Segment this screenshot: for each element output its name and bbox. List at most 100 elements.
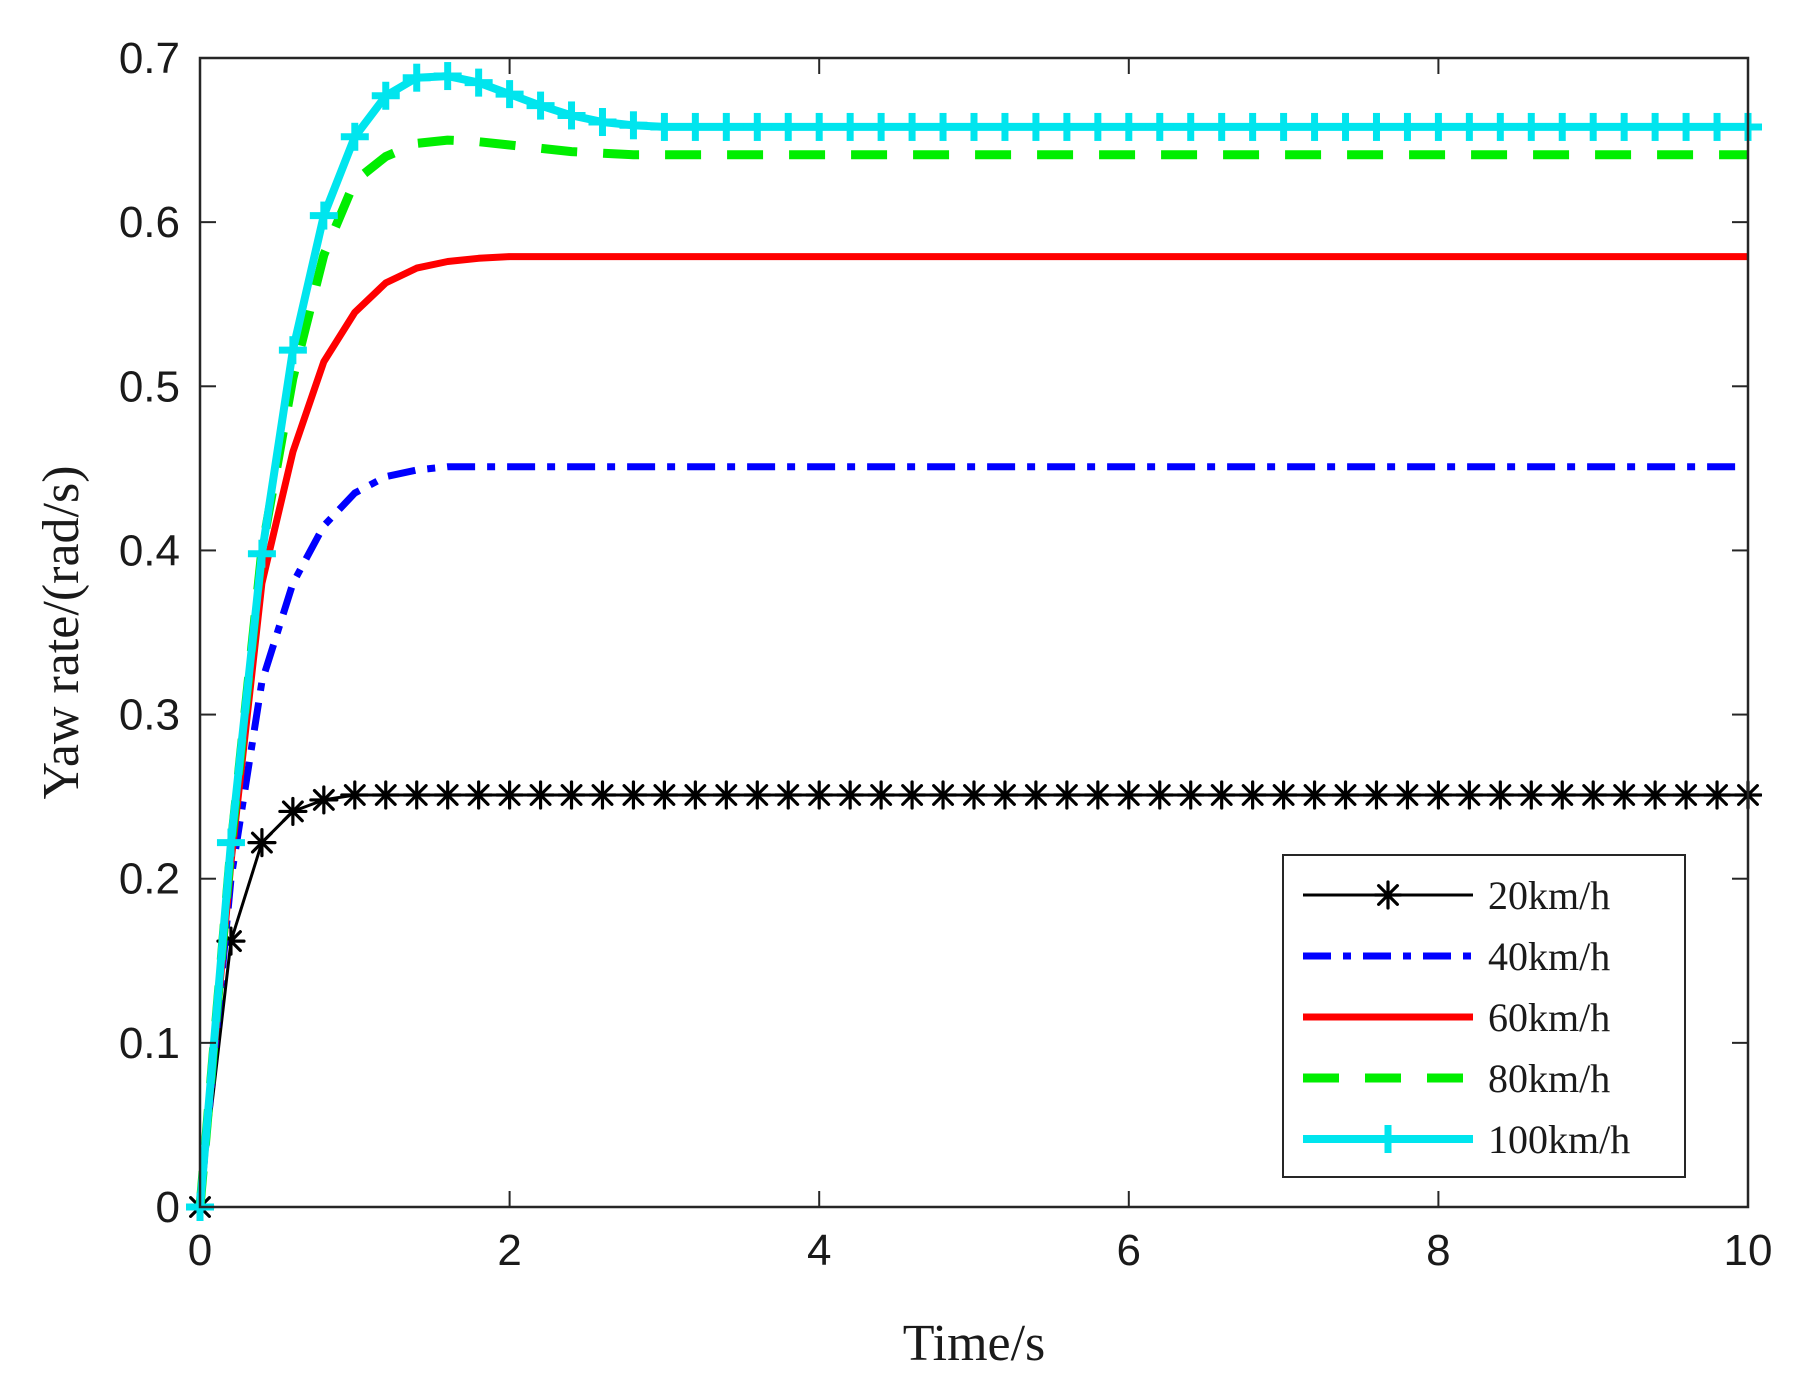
data-point-20kmh: [711, 780, 741, 810]
ticks-layer: 0 2 4 6 8 10 0 0.1 0.2 0.3 0.4 0.5 0.6 0.7: [119, 34, 1773, 1275]
data-point-100kmh: [216, 828, 245, 857]
data-point-20kmh: [525, 780, 556, 810]
data-point-100kmh: [1424, 112, 1453, 141]
data-point-20kmh: [928, 780, 958, 810]
data-point-100kmh: [247, 539, 276, 568]
data-point-20kmh: [1083, 780, 1113, 810]
data-point-20kmh: [1547, 780, 1577, 810]
data-point-100kmh: [526, 91, 555, 120]
x-tick-label: 10: [1724, 1226, 1773, 1275]
data-point-100kmh: [743, 112, 772, 141]
legend-item-20kmh: 20km/h: [1303, 873, 1610, 918]
legend-label: 20km/h: [1488, 873, 1610, 918]
series-layer: [186, 62, 1762, 1221]
data-point-100kmh: [1672, 112, 1701, 141]
data-point-20kmh: [959, 780, 989, 810]
data-point-20kmh: [897, 780, 927, 810]
data-point-20kmh: [1516, 780, 1546, 810]
data-point-100kmh: [681, 112, 710, 141]
y-tick-label: 0.3: [119, 691, 180, 740]
data-point-100kmh: [1486, 112, 1515, 141]
data-point-20kmh: [1176, 780, 1206, 810]
data-point-100kmh: [836, 112, 865, 141]
data-point-100kmh: [464, 68, 493, 97]
data-point-100kmh: [898, 112, 927, 141]
data-point-100kmh: [1021, 112, 1050, 141]
data-point-100kmh: [588, 108, 617, 137]
data-point-100kmh: [433, 62, 462, 91]
data-point-100kmh: [1207, 112, 1236, 141]
data-point-20kmh: [649, 780, 680, 810]
data-point-20kmh: [866, 780, 896, 810]
data-point-20kmh: [1454, 780, 1484, 810]
data-point-100kmh: [712, 112, 741, 141]
data-point-100kmh: [1548, 112, 1577, 141]
data-point-100kmh: [774, 112, 803, 141]
legend-label: 100km/h: [1488, 1117, 1630, 1162]
data-point-100kmh: [402, 63, 431, 92]
data-point-100kmh: [960, 112, 988, 141]
data-point-100kmh: [650, 112, 679, 141]
series-60kmh: [196, 253, 1748, 1208]
data-point-100kmh: [1145, 112, 1174, 141]
data-point-100kmh: [1300, 112, 1329, 141]
data-point-20kmh: [1021, 780, 1051, 810]
legend-item-100kmh: 100km/h: [1303, 1117, 1630, 1162]
data-point-100kmh: [495, 80, 524, 109]
data-point-100kmh: [371, 81, 400, 110]
data-point-20kmh: [464, 780, 494, 810]
data-point-20kmh: [1330, 780, 1361, 810]
y-tick-label: 0.2: [119, 855, 180, 904]
data-point-20kmh: [1268, 780, 1299, 810]
y-tick-label: 0.5: [119, 362, 180, 411]
data-point-20kmh: [1640, 780, 1670, 810]
data-point-100kmh: [1238, 112, 1267, 141]
data-point-100kmh: [1052, 112, 1081, 141]
series-line-60kmh: [196, 253, 1748, 1208]
data-point-100kmh: [1517, 112, 1546, 141]
legend-marker: [1374, 1125, 1402, 1153]
data-point-20kmh: [1238, 780, 1268, 810]
data-point-20kmh: [1578, 780, 1608, 810]
data-point-100kmh: [1641, 112, 1670, 141]
data-point-20kmh: [1299, 780, 1330, 810]
data-point-20kmh: [402, 780, 432, 810]
x-tick-label: 4: [807, 1226, 831, 1275]
data-point-100kmh: [1610, 112, 1639, 141]
data-point-20kmh: [1145, 780, 1175, 810]
data-point-100kmh: [1176, 112, 1205, 141]
data-point-100kmh: [805, 112, 834, 141]
data-point-100kmh: [278, 336, 307, 365]
data-point-100kmh: [1703, 112, 1732, 141]
legend-label: 80km/h: [1488, 1056, 1610, 1101]
data-point-100kmh: [1083, 112, 1112, 141]
legend-marker: [1373, 880, 1403, 910]
data-point-20kmh: [1052, 780, 1082, 810]
data-point-20kmh: [278, 796, 308, 827]
data-point-20kmh: [1702, 780, 1732, 810]
data-point-20kmh: [587, 780, 618, 810]
y-axis-label: Yaw rate/(rad/s): [33, 465, 90, 799]
data-point-20kmh: [773, 780, 803, 810]
data-point-100kmh: [1114, 112, 1143, 141]
data-point-20kmh: [1392, 780, 1423, 810]
data-point-100kmh: [1393, 112, 1422, 141]
y-tick-label: 0.4: [119, 526, 180, 575]
y-tick-label: 0: [156, 1183, 180, 1232]
x-tick-label: 8: [1426, 1226, 1450, 1275]
data-point-100kmh: [557, 101, 586, 130]
data-point-20kmh: [1609, 780, 1639, 810]
data-point-20kmh: [742, 780, 772, 810]
x-tick-label: 0: [188, 1226, 212, 1275]
data-point-20kmh: [990, 780, 1020, 810]
data-point-20kmh: [371, 780, 401, 810]
data-point-20kmh: [1207, 780, 1237, 810]
data-point-100kmh: [990, 112, 1019, 141]
legend-item-40kmh: 40km/h: [1303, 934, 1610, 979]
series-80kmh: [195, 135, 1748, 1208]
series-100kmh: [186, 62, 1762, 1221]
data-point-100kmh: [1579, 112, 1608, 141]
data-point-20kmh: [1485, 780, 1515, 810]
data-point-100kmh: [867, 112, 896, 141]
